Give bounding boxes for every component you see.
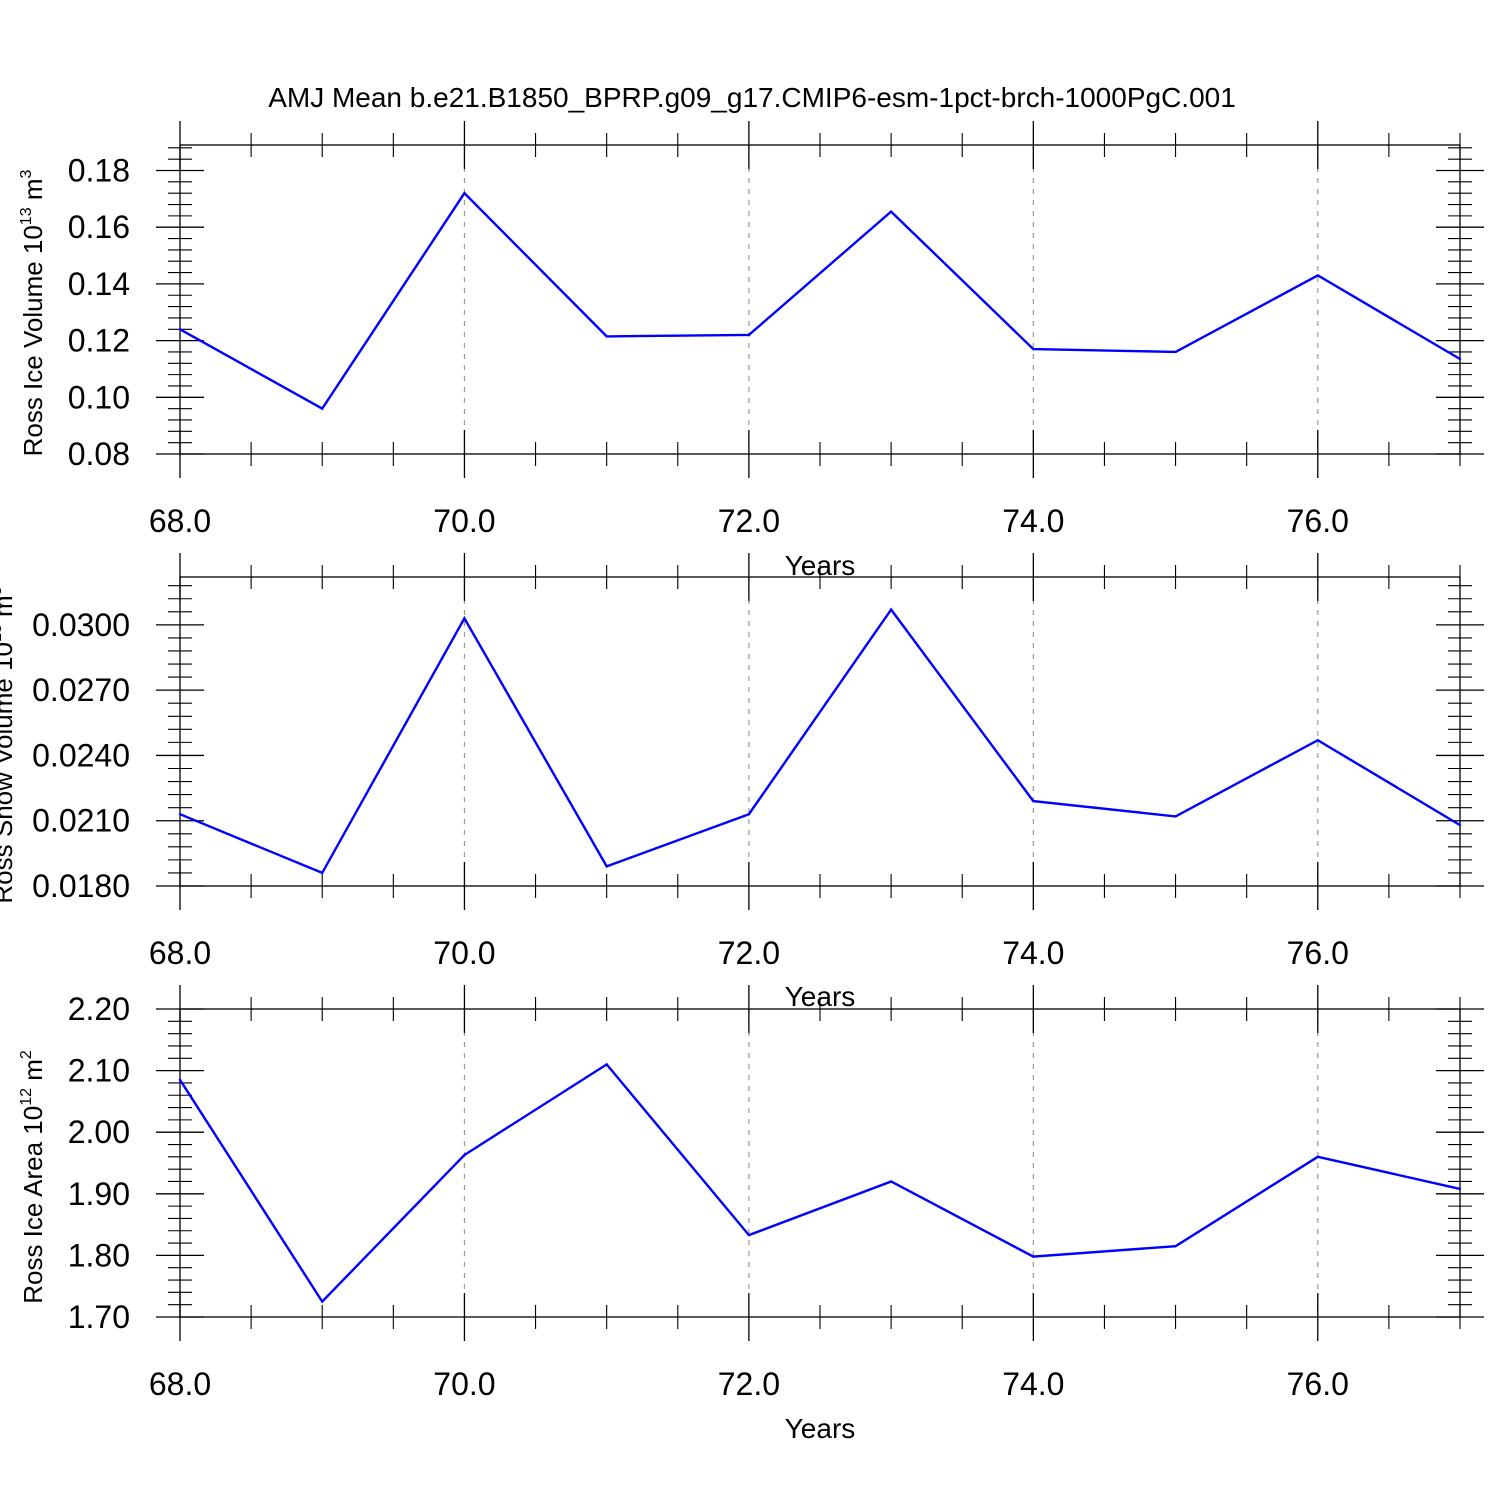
data-point: [1316, 1155, 1319, 1159]
x-tick-label: 72.0: [718, 503, 780, 539]
y-label-unit-exponent: 3: [18, 169, 35, 178]
data-point: [1032, 1255, 1035, 1258]
y-label-unit: m: [0, 595, 18, 624]
series-line: [179, 607, 1461, 875]
x-tick-label: 70.0: [433, 503, 495, 539]
x-tick-label: 72.0: [718, 935, 780, 971]
y-tick-label: 0.0240: [32, 737, 130, 773]
y-tick-label: 0.0210: [32, 803, 130, 839]
data-point: [1174, 1244, 1177, 1248]
plot-frame: [179, 144, 1461, 455]
y-label-unit-exponent: 2: [18, 1050, 35, 1059]
panel-snow-volume: Ross Snow Volume 1013 m3 Years 68.070.07…: [0, 553, 1484, 1012]
data-point: [321, 1300, 324, 1303]
series-line: [178, 1062, 1461, 1304]
y-tick-label: 0.10: [68, 379, 130, 415]
data-point: [1174, 815, 1177, 818]
x-tick-label: 76.0: [1287, 503, 1349, 539]
panel-ice-area: Ross Ice Area 1012 m2 Years 68.0 70.0 72.0…: [18, 985, 1484, 1444]
plot-frame: [179, 576, 1461, 887]
y-tick-label: 1.70: [68, 1299, 130, 1335]
x-axis-label: Years: [785, 1413, 856, 1444]
data-point: [463, 617, 466, 620]
data-point: [1458, 357, 1462, 361]
x-tick-label: 70.0: [433, 935, 495, 971]
series-line: [179, 191, 1461, 411]
y-tick-label: 1.90: [68, 1176, 130, 1212]
svg-text:Ross Snow Volume 1013 m3: Ross Snow Volume 1013 m3: [0, 586, 18, 903]
y-label-main: Ross Ice Area 10: [18, 1106, 48, 1304]
y-label-main: Ross Ice Volume 10: [18, 225, 48, 456]
y-tick-label: 2.20: [68, 991, 130, 1027]
y-tick-label: 0.0180: [32, 868, 130, 904]
data-point: [321, 871, 324, 875]
data-point: [1316, 739, 1319, 742]
data-point: [178, 328, 182, 331]
svg-text:Ross Ice Area 1012 m2: Ross Ice Area 1012 m2: [18, 1050, 48, 1304]
y-tick-label: 2.10: [68, 1053, 130, 1089]
data-point: [1316, 274, 1319, 277]
x-tick-label: 72.0: [718, 1366, 780, 1402]
y-label-unit: m: [18, 1059, 48, 1088]
x-tick-label: 68.0: [149, 1366, 211, 1402]
data-point: [889, 1180, 893, 1183]
data-point: [747, 333, 751, 337]
y-tick-label: 1.80: [68, 1237, 130, 1273]
y-tick-label: 0.08: [68, 436, 130, 472]
panel-ice-volume: Ross Ice Volume 1013 m3 Years 68.0 70.0 72…: [18, 121, 1484, 581]
svg-text:Ross Ice Volume 1013 m3: Ross Ice Volume 1013 m3: [18, 169, 48, 456]
data-point: [747, 1233, 751, 1237]
y-tick-label: 2.00: [68, 1114, 130, 1150]
data-point: [1032, 347, 1035, 351]
x-tick-label: 70.0: [433, 1366, 495, 1402]
y-label-exponent: 13: [0, 624, 5, 642]
plot-frame: [179, 1008, 1461, 1318]
data-point: [747, 812, 751, 816]
y-tick-label: 0.14: [68, 266, 130, 302]
y-axis-label: Ross Ice Area 1012 m2: [18, 1050, 48, 1304]
data-point: [605, 1063, 608, 1066]
x-tick-label: 76.0: [1287, 935, 1349, 971]
x-tick-label: 74.0: [1002, 503, 1064, 539]
data-point: [1458, 823, 1462, 827]
x-tick-label: 74.0: [1002, 935, 1064, 971]
y-label-main: Ross Snow Volume 10: [0, 642, 18, 904]
y-label-exponent: 13: [18, 207, 35, 225]
y-axis-label: Ross Ice Volume 1013 m3: [18, 169, 48, 456]
figure-title: AMJ Mean b.e21.B1850_BPRP.g09_g17.CMIP6-…: [268, 82, 1236, 113]
data-point: [889, 608, 893, 611]
y-axis-label: Ross Snow Volume 1013 m3: [0, 586, 18, 903]
y-label-unit: m: [18, 178, 48, 207]
data-point: [1458, 1187, 1462, 1191]
y-label-exponent: 12: [18, 1088, 35, 1106]
data-point: [1032, 799, 1035, 803]
data-point: [178, 1078, 182, 1082]
y-tick-label: 0.16: [68, 209, 130, 245]
data-point: [178, 812, 182, 816]
data-point: [463, 1153, 466, 1157]
x-tick-label: 68.0: [149, 503, 211, 539]
y-tick-label: 0.12: [68, 323, 130, 359]
data-point: [463, 191, 466, 195]
data-point: [321, 407, 324, 410]
data-point: [605, 335, 608, 338]
y-tick-label: 0.0270: [32, 672, 130, 708]
y-tick-label: 0.0300: [32, 607, 130, 643]
x-tick-label: 76.0: [1287, 1366, 1349, 1402]
x-tick-label: 74.0: [1002, 1366, 1064, 1402]
y-label-unit-exponent: 3: [0, 586, 5, 595]
data-point: [605, 865, 608, 868]
data-point: [1174, 350, 1177, 354]
data-point: [889, 210, 893, 213]
x-tick-label: 68.0: [149, 935, 211, 971]
y-tick-label: 0.18: [68, 153, 130, 189]
